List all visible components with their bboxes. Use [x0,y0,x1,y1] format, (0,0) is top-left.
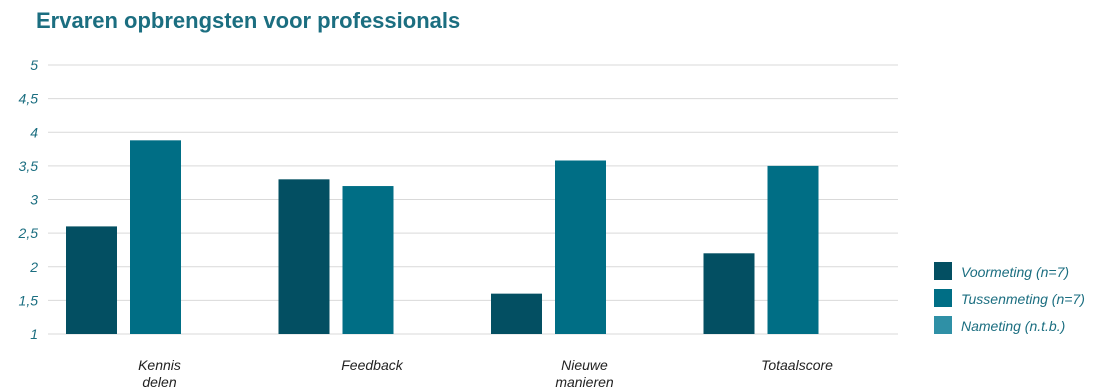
y-tick-label-5: 3,5 [19,158,39,174]
bar-3-series-1 [767,165,819,334]
bar-0-series-1 [130,140,181,334]
legend-swatch-2 [934,316,952,334]
x-category-label-3: Totaalscore [761,357,833,373]
y-tick-label-0: 1 [30,326,38,342]
y-tick-label-8: 5 [30,57,38,73]
y-tick-label-3: 2,5 [18,225,39,241]
x-category-label-1: Feedback [341,357,403,373]
x-category-label-0-line-0: Kennis [138,357,181,373]
legend-label-0: Voormeting (n=7) [961,264,1069,280]
y-tick-label-4: 3 [30,192,38,208]
legend-label-2: Nameting (n.t.b.) [961,318,1065,334]
bar-0-series-0 [66,226,117,334]
x-category-label-0-line-1: delen [142,374,176,390]
chart-title: Ervaren opbrengsten voor professionals [36,8,461,33]
bar-1-series-0 [278,179,330,334]
bar-1-series-1 [342,186,394,334]
x-category-label-3-line-0: Totaalscore [761,357,833,373]
bar-3-series-0 [703,253,755,334]
x-category-label-2-line-0: Nieuwe [561,357,608,373]
y-tick-label-2: 2 [29,259,38,275]
y-tick-label-6: 4 [30,124,38,140]
x-category-label-0: Kennis delen [138,357,181,390]
legend-label-1: Tussenmeting (n=7) [961,291,1085,307]
y-tick-label-7: 4,5 [19,91,39,107]
x-category-label-1-line-0: Feedback [341,357,403,373]
legend-swatch-1 [934,289,952,307]
legend-swatch-0 [934,262,952,280]
bar-2-series-0 [491,293,542,334]
bar-2-series-1 [555,160,606,334]
y-tick-label-1: 1,5 [19,292,39,308]
x-category-label-2: Nieuwe manieren [555,357,614,390]
x-category-label-2-line-1: manieren [555,374,614,390]
